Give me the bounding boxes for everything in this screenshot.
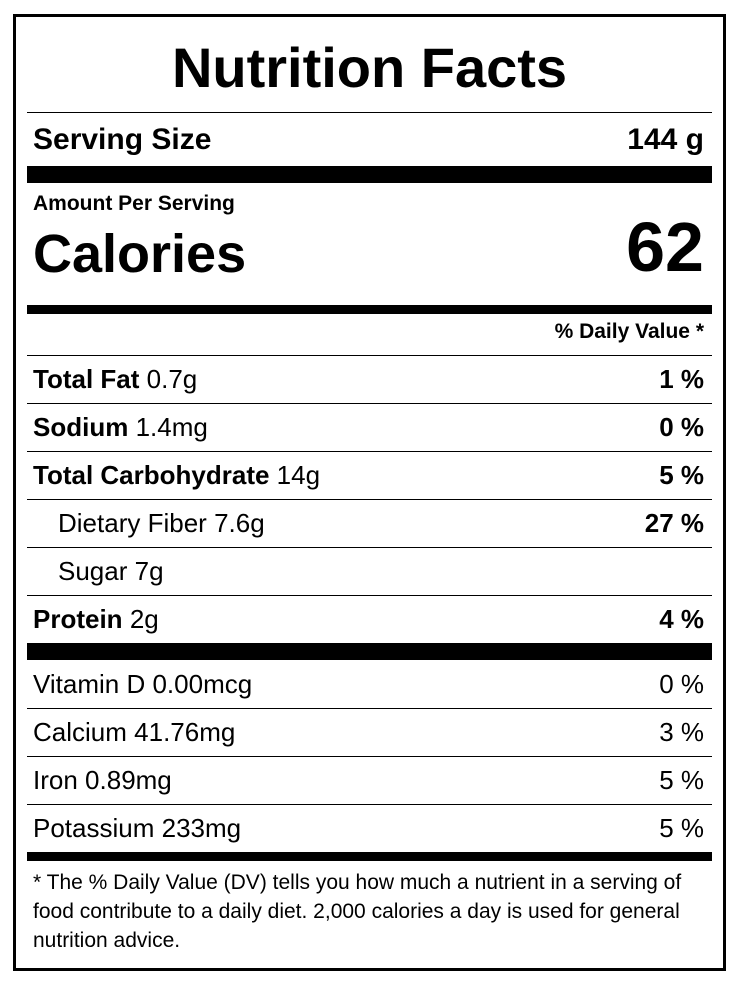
divider <box>27 708 712 709</box>
serving-thick-divider <box>27 166 712 183</box>
divider <box>27 804 712 805</box>
nutrient-name: Dietary Fiber <box>58 507 207 538</box>
nutrient-daily-value: 5 % <box>659 459 704 490</box>
nutrient-daily-value: 1 % <box>659 363 704 394</box>
nutrient-row-dietary-fiber: Dietary Fiber 7.6g 27 % <box>27 500 712 546</box>
nutrient-name: Sugar <box>58 555 128 586</box>
nutrient-amount: 14g <box>276 459 321 490</box>
vitamin-daily-value: 0 % <box>659 668 704 699</box>
nutrient-row-sodium: Sodium 1.4mg 0 % <box>27 404 712 450</box>
nutrient-name: Total Carbohydrate <box>33 459 270 490</box>
nutrient-name: Total Fat <box>33 363 140 394</box>
nutrient-name: Sodium <box>33 411 129 442</box>
vitamin-amount: 41.76mg <box>134 716 236 747</box>
divider <box>27 547 712 548</box>
nutrient-name: Protein <box>33 603 123 634</box>
nutrient-row-protein: Protein 2g 4 % <box>27 596 712 642</box>
serving-size-value: 144 g <box>627 123 704 156</box>
nutrient-daily-value: 0 % <box>659 411 704 442</box>
vitamin-amount: 0.00mcg <box>152 668 253 699</box>
vitamin-name: Iron <box>33 764 78 795</box>
nutrient-amount: 1.4mg <box>135 411 208 442</box>
divider <box>27 403 712 404</box>
divider <box>27 355 712 356</box>
vitamin-name: Potassium <box>33 812 155 843</box>
nutrient-daily-value: 4 % <box>659 603 704 634</box>
vitamin-name: Vitamin D <box>33 668 146 699</box>
vitamin-daily-value: 5 % <box>659 764 704 795</box>
vitamin-name: Calcium <box>33 716 127 747</box>
amount-per-serving: Amount Per Serving <box>33 192 235 215</box>
footnote: * The % Daily Value (DV) tells you how m… <box>33 871 682 952</box>
divider <box>27 499 712 500</box>
calories-thick-divider <box>27 305 712 314</box>
nutrient-row-sugar: Sugar 7g <box>27 548 712 594</box>
vitamin-row-potassium: Potassium 233mg 5 % <box>27 805 712 851</box>
footnote-thick-divider <box>27 852 712 861</box>
title-divider <box>27 112 712 113</box>
protein-thick-divider <box>27 643 712 660</box>
nutrient-amount: 7.6g <box>214 507 265 538</box>
nutrition-facts-label: Nutrition Facts Serving Size 144 g Amoun… <box>13 14 726 971</box>
calories-value: 62 <box>626 208 704 286</box>
vitamin-daily-value: 3 % <box>659 716 704 747</box>
vitamin-row-calcium: Calcium 41.76mg 3 % <box>27 709 712 755</box>
calories-label: Calories <box>33 224 247 284</box>
vitamin-daily-value: 5 % <box>659 812 704 843</box>
serving-size-row: Serving Size 144 g <box>27 117 712 163</box>
serving-size-label: Serving Size <box>33 123 212 156</box>
nutrient-amount: 7g <box>134 555 164 586</box>
nutrient-daily-value: 27 % <box>644 507 704 538</box>
label-content: Nutrition Facts Serving Size 144 g Amoun… <box>27 17 712 968</box>
nutrient-amount: 0.7g <box>146 363 198 394</box>
nutrient-row-total-fat: Total Fat 0.7g 1 % <box>27 356 712 402</box>
vitamin-row-iron: Iron 0.89mg 5 % <box>27 757 712 803</box>
vitamin-row-vitamin-d: Vitamin D 0.00mcg 0 % <box>27 661 712 707</box>
nutrient-amount: 2g <box>129 603 159 634</box>
divider <box>27 451 712 452</box>
divider <box>27 595 712 596</box>
divider <box>27 756 712 757</box>
vitamin-amount: 0.89mg <box>85 764 172 795</box>
label-title: Nutrition Facts <box>171 36 568 99</box>
vitamin-amount: 233mg <box>161 812 242 843</box>
nutrient-row-total-carbohydrate: Total Carbohydrate 14g 5 % <box>27 452 712 498</box>
daily-value-header: % Daily Value * <box>554 320 704 343</box>
